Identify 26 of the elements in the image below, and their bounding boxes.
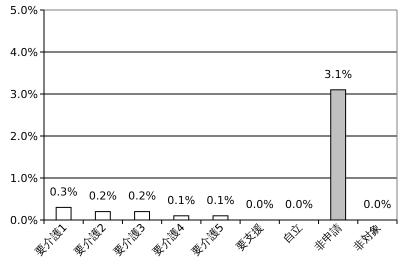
y-tick-label: 0.0% — [10, 214, 38, 227]
data-label: 0.2% — [128, 190, 156, 203]
y-tick-label: 5.0% — [10, 4, 38, 17]
y-tick-label: 2.0% — [10, 130, 38, 143]
x-tick-label: 要介護4 — [150, 220, 188, 258]
data-label: 0.3% — [50, 185, 78, 198]
x-tick-label: 要介護3 — [110, 220, 148, 258]
data-label: 0.1% — [167, 194, 196, 207]
y-tick-label: 4.0% — [10, 46, 38, 59]
x-tick-label: 自立 — [280, 220, 306, 246]
bar — [56, 206, 72, 220]
data-label: 0.0% — [284, 198, 313, 211]
data-label: 0.1% — [206, 194, 234, 207]
data-label: 3.1% — [324, 68, 352, 81]
data-label: 0.2% — [88, 190, 117, 203]
y-tick-label: 1.0% — [10, 172, 38, 185]
bar — [134, 211, 150, 220]
y-tick-label: 3.0% — [10, 88, 38, 101]
data-label: 0.0% — [363, 198, 392, 211]
x-tick-label: 要介護5 — [189, 220, 227, 258]
x-tick-label: 非申請 — [312, 220, 344, 254]
bar — [94, 211, 111, 220]
x-tick-label: 非対象 — [350, 220, 384, 254]
x-tick-label: 要介護2 — [71, 220, 109, 258]
data-label: 0.0% — [246, 198, 274, 211]
x-tick-label: 要支援 — [233, 220, 266, 254]
